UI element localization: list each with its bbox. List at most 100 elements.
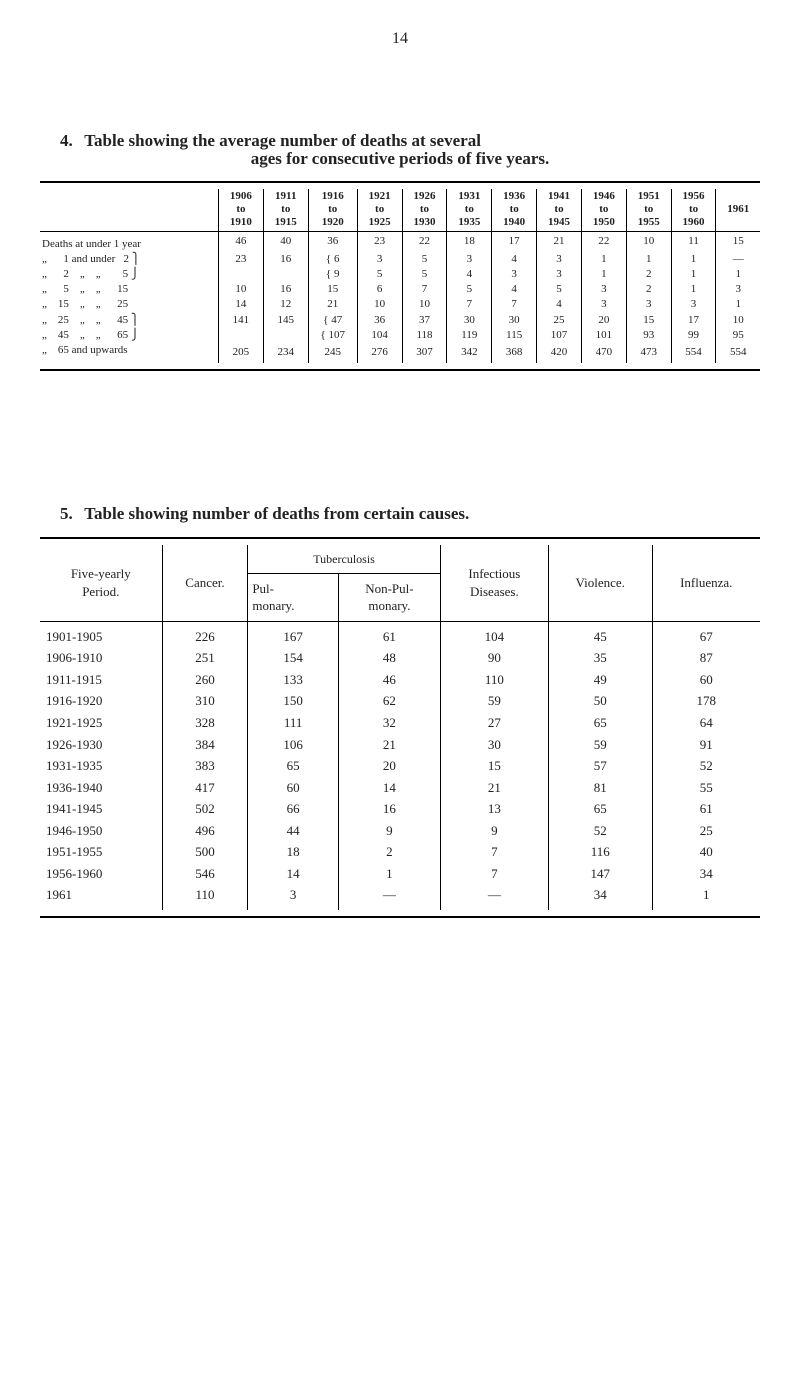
- cell: 15: [716, 231, 760, 252]
- cell: 25: [652, 820, 760, 842]
- cell: 62: [339, 690, 441, 712]
- cell: 30: [492, 313, 537, 328]
- cell: 46: [218, 231, 263, 252]
- cell: 20: [339, 755, 441, 777]
- rule: [40, 537, 760, 539]
- period-header: 1961: [716, 189, 760, 231]
- cell: 7: [440, 863, 548, 885]
- cell: 50: [548, 690, 652, 712]
- cell: 251: [162, 647, 248, 669]
- table-row: 1926-193038410621305991: [40, 734, 760, 756]
- cell: [218, 328, 263, 343]
- rule: [40, 916, 760, 918]
- cell: 36: [357, 313, 402, 328]
- cell: 307: [402, 343, 447, 363]
- table-row: 19611103——341: [40, 884, 760, 910]
- cell: 1: [626, 252, 671, 267]
- table-row: 1901-1905226167611044567: [40, 621, 760, 647]
- hdr-cancer: Cancer.: [162, 545, 248, 622]
- period-header: 1906 to 1910: [218, 189, 263, 231]
- rule: [40, 369, 760, 371]
- cell: 10: [218, 282, 263, 297]
- table-row: 1946-195049644995225: [40, 820, 760, 842]
- cell: 205: [218, 343, 263, 363]
- cell: 1: [671, 252, 716, 267]
- cell: 147: [548, 863, 652, 885]
- row-label: Deaths at under 1 year: [40, 231, 218, 252]
- hdr-infectious: Infectious Diseases.: [440, 545, 548, 622]
- cell: 104: [357, 328, 402, 343]
- cell: 3: [248, 884, 339, 910]
- cell: 245: [308, 343, 357, 363]
- cell: 12: [263, 297, 308, 312]
- cell: 48: [339, 647, 441, 669]
- table-row: 1916-1920310150625950178: [40, 690, 760, 712]
- cell: 1: [671, 282, 716, 297]
- cell: 22: [402, 231, 447, 252]
- cell: 110: [440, 669, 548, 691]
- cell: 1906-1910: [40, 647, 162, 669]
- period-header: 1936 to 1940: [492, 189, 537, 231]
- table-1: 1906 to 19101911 to 19151916 to 19201921…: [40, 189, 760, 363]
- row-label: „ 1 and under 2 ⎫: [40, 252, 218, 267]
- cell: 17: [492, 231, 537, 252]
- cell: 3: [581, 297, 626, 312]
- page-number: 14: [40, 30, 760, 48]
- cell: 1916-1920: [40, 690, 162, 712]
- section-5-title-text: Table showing number of deaths from cert…: [84, 504, 469, 523]
- row-label: „ 25 „ „ 45 ⎫: [40, 313, 218, 328]
- table-2-body: 1901-19052261676110445671906-19102511544…: [40, 621, 760, 910]
- cell: 32: [339, 712, 441, 734]
- period-header: 1916 to 1920: [308, 189, 357, 231]
- cell: 22: [581, 231, 626, 252]
- cell: 9: [339, 820, 441, 842]
- cell: 178: [652, 690, 760, 712]
- cell: 260: [162, 669, 248, 691]
- cell: 133: [248, 669, 339, 691]
- cell: 4: [537, 297, 582, 312]
- table-row: 1906-191025115448903587: [40, 647, 760, 669]
- cell: 21: [537, 231, 582, 252]
- section-4-num: 4.: [60, 128, 80, 154]
- cell: 1: [716, 297, 760, 312]
- cell: 14: [218, 297, 263, 312]
- cell: 16: [263, 252, 308, 267]
- cell: 10: [357, 297, 402, 312]
- period-header: 1946 to 1950: [581, 189, 626, 231]
- cell: 115: [492, 328, 537, 343]
- cell: 3: [492, 267, 537, 282]
- cell: 10: [716, 313, 760, 328]
- cell: 118: [402, 328, 447, 343]
- section-5-num: 5.: [60, 501, 80, 527]
- cell: 3: [626, 297, 671, 312]
- cell: 18: [447, 231, 492, 252]
- table-row: „ 25 „ „ 45 ⎫141145{ 4736373030252015171…: [40, 313, 760, 328]
- cell: 87: [652, 647, 760, 669]
- period-header: 1921 to 1925: [357, 189, 402, 231]
- table-2: Five-yearly Period. Cancer. Tuberculosis…: [40, 545, 760, 910]
- cell: 36: [308, 231, 357, 252]
- row-label: „ 2 „ „ 5 ⎭: [40, 267, 218, 282]
- cell: 2: [626, 282, 671, 297]
- cell: 310: [162, 690, 248, 712]
- cell: 1: [339, 863, 441, 885]
- cell: 1931-1935: [40, 755, 162, 777]
- cell: 226: [162, 621, 248, 647]
- cell: 34: [548, 884, 652, 910]
- cell: 6: [357, 282, 402, 297]
- cell: 1: [671, 267, 716, 282]
- cell: 25: [537, 313, 582, 328]
- cell: 110: [162, 884, 248, 910]
- cell: 502: [162, 798, 248, 820]
- cell: 141: [218, 313, 263, 328]
- cell: 60: [652, 669, 760, 691]
- cell: 65: [548, 798, 652, 820]
- cell: 59: [440, 690, 548, 712]
- cell: 34: [652, 863, 760, 885]
- cell: 3: [357, 252, 402, 267]
- cell: 167: [248, 621, 339, 647]
- cell: 154: [248, 647, 339, 669]
- cell: 10: [626, 231, 671, 252]
- cell: 3: [447, 252, 492, 267]
- cell: 99: [671, 328, 716, 343]
